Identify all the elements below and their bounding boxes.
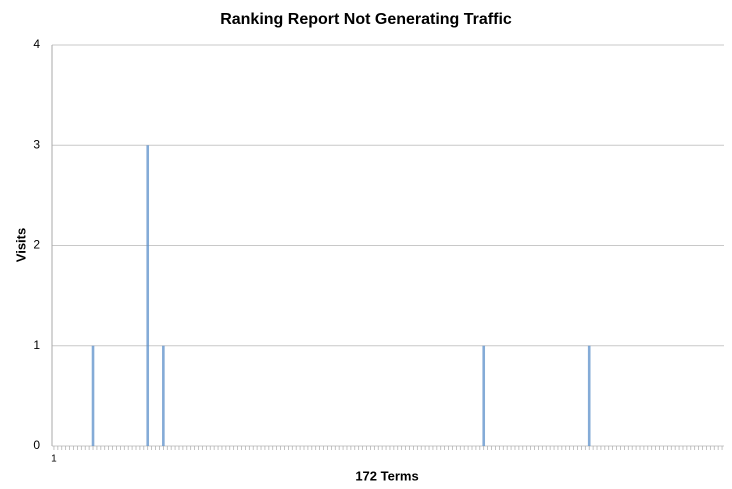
y-tick-label: 2 [33, 238, 40, 252]
x-tick-label: 1 [51, 454, 57, 465]
x-axis-title: 172 Terms [355, 468, 418, 483]
y-tick-label: 4 [33, 37, 40, 51]
chart-title: Ranking Report Not Generating Traffic [220, 11, 512, 28]
bar [587, 345, 591, 446]
bar [146, 145, 150, 446]
y-axis-title: Visits [13, 228, 28, 262]
bar [91, 345, 95, 446]
y-tick-label: 1 [33, 338, 40, 352]
bar [162, 345, 165, 446]
bar [482, 345, 486, 446]
y-tick-label: 0 [33, 438, 40, 452]
y-tick-label: 3 [33, 137, 40, 151]
